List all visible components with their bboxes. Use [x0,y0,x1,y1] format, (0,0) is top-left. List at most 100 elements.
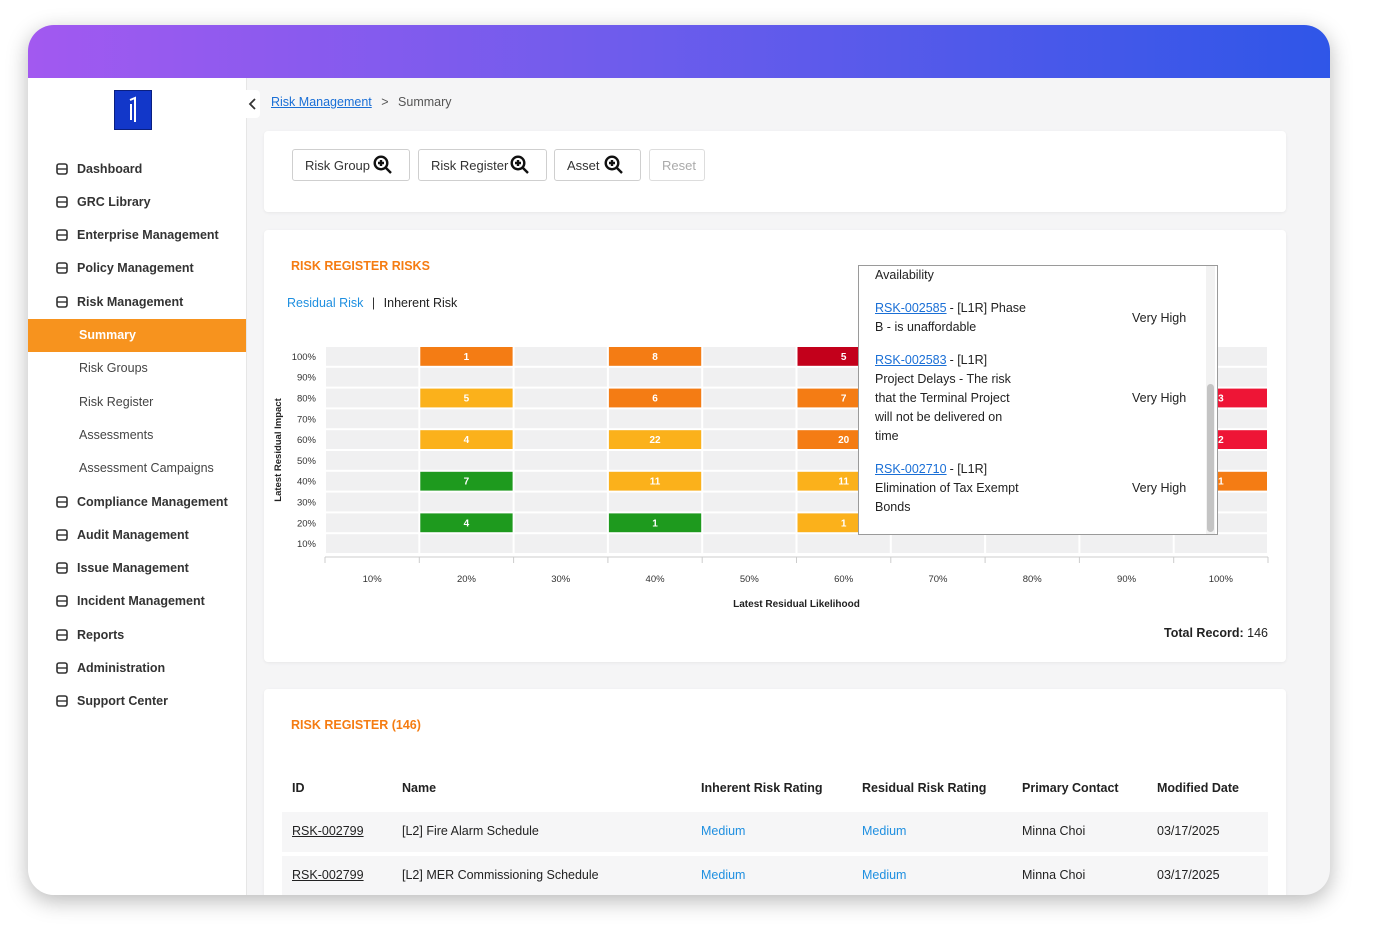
heat-cell-label: 2 [1218,435,1224,446]
menu-item[interactable]: GRC Library [28,185,246,218]
popup-entry-text: RSK-002583- [L1R] Project Delays - The r… [875,351,1027,446]
heat-cell [420,513,513,533]
menu-item[interactable]: Audit Management [28,518,246,551]
risk-link[interactable]: RSK-002583 [875,353,947,367]
grid-cell [608,451,702,470]
menu-item[interactable]: Risk Management [28,285,246,318]
filter-label: Risk Register [431,157,509,173]
search-plus-icon [510,155,529,174]
grid-cell [703,430,796,449]
submenu-item[interactable]: Assessments [28,418,246,451]
table-header: Primary Contact [1022,781,1119,795]
y-tick-label: 10% [297,539,317,550]
filter-label: Asset [567,157,600,173]
menu-label: Reports [77,627,125,642]
grid-cell [326,347,419,366]
grid-cell [326,367,419,387]
menu-item[interactable]: Support Center [28,685,246,718]
tab[interactable]: Inherent Risk [383,296,458,310]
table-cell: Medium [862,824,907,838]
table-cell[interactable]: RSK-002799 [292,824,364,838]
grid-cell [326,409,419,429]
heat-cell-label: 1 [841,518,847,529]
icon-shape [609,160,623,174]
grid-cell [608,492,702,512]
reset-button[interactable]: Reset [649,149,705,181]
risk-link[interactable]: RSK-002710 [875,462,947,476]
heat-cell-label: 1 [652,518,658,529]
grid-cell [514,347,607,366]
grid-cell [1174,534,1267,553]
heat-cell-label: 7 [841,394,847,405]
table-cell: Minna Choi [1022,868,1086,882]
menu-item[interactable]: Policy Management [28,252,246,285]
heat-cell [420,471,513,491]
submenu-item[interactable]: Risk Register [28,385,246,418]
total-label: Total Record: [1164,626,1244,640]
x-tick-label: 50% [740,574,760,585]
menu-icon [56,628,68,641]
popup-content: Availability RSK-002585- [L1R] Phase B -… [859,266,1217,517]
breadcrumb-current: Summary [398,95,452,109]
menu-label: Risk Management [77,294,184,309]
menu-label: Incident Management [77,594,205,609]
heat-cell-label: 4 [464,435,470,446]
risk-rating: Very High [1132,481,1187,495]
risk-description: - [L1R] Elimination of Tax Exempt Bonds [875,462,1019,514]
heat-cell-label: 22 [649,435,661,446]
risk-link[interactable]: RSK-002585 [875,301,947,315]
table-cell[interactable]: RSK-002799 [292,868,364,882]
heat-cell-label: 11 [838,477,849,488]
submenu-item[interactable]: Risk Groups [28,352,246,385]
scrollbar[interactable] [1206,266,1215,534]
menu-icon [56,695,68,708]
submenu-item[interactable]: Summary [28,318,246,352]
app-window: Dashboard GRC Library Enterprise Managemen… [28,25,1330,895]
menu-item[interactable]: Issue Management [28,552,246,585]
menu-item[interactable]: Enterprise Management [28,219,246,252]
scrollbar-thumb[interactable] [1207,384,1214,532]
menu-item[interactable]: Incident Management [28,585,246,618]
heat-cell-label: 20 [838,435,850,446]
grid-cell [703,534,796,553]
filter-button[interactable]: Asset [554,149,641,181]
menu-item[interactable]: Administration [28,652,246,685]
menu-item[interactable]: Dashboard [28,152,246,185]
grid-cell [420,492,513,512]
total-value: 146 [1247,626,1268,640]
filter-button[interactable]: Risk Group [292,149,410,181]
x-tick-label: 40% [646,574,666,585]
collapse-button[interactable] [246,90,260,118]
tab[interactable]: Residual Risk [287,296,364,310]
menu-label: Support Center [77,694,168,709]
menu-icon [56,162,68,175]
tooltip-popup: Availability RSK-002585- [L1R] Phase B -… [858,265,1218,535]
menu-item[interactable]: Reports [28,618,246,651]
heat-cell-label: 6 [652,394,658,405]
grid-cell [326,388,419,408]
submenu-label: Risk Register [79,394,154,409]
grid-cell [420,409,513,429]
heat-cell [608,513,702,533]
menu-item[interactable]: Compliance Management [28,485,246,518]
menu-icon [56,295,68,308]
grid-cell [326,471,419,491]
table-cell: [L2] MER Commissioning Schedule [402,868,599,882]
logo[interactable] [114,90,152,130]
submenu-item[interactable]: Assessment Campaigns [28,452,246,485]
menu-label: GRC Library [77,194,151,209]
submenu-label: Assessment Campaigns [79,461,214,476]
filter-button[interactable]: Risk Register [418,149,547,181]
grid-cell [326,451,419,470]
grid-cell [608,367,702,387]
icon-shape [373,155,389,171]
risk-rating: Very High [1132,391,1187,405]
y-tick-label: 50% [297,456,317,467]
breadcrumb-link[interactable]: Risk Management [271,95,372,109]
grid-cell [420,534,513,553]
total-record: Total Record: 146 [1164,626,1268,640]
popup-partial-text: Availability [875,268,934,282]
x-tick-label: 20% [457,574,477,585]
breadcrumb-separator: > [381,95,389,109]
heat-cell [608,347,702,366]
